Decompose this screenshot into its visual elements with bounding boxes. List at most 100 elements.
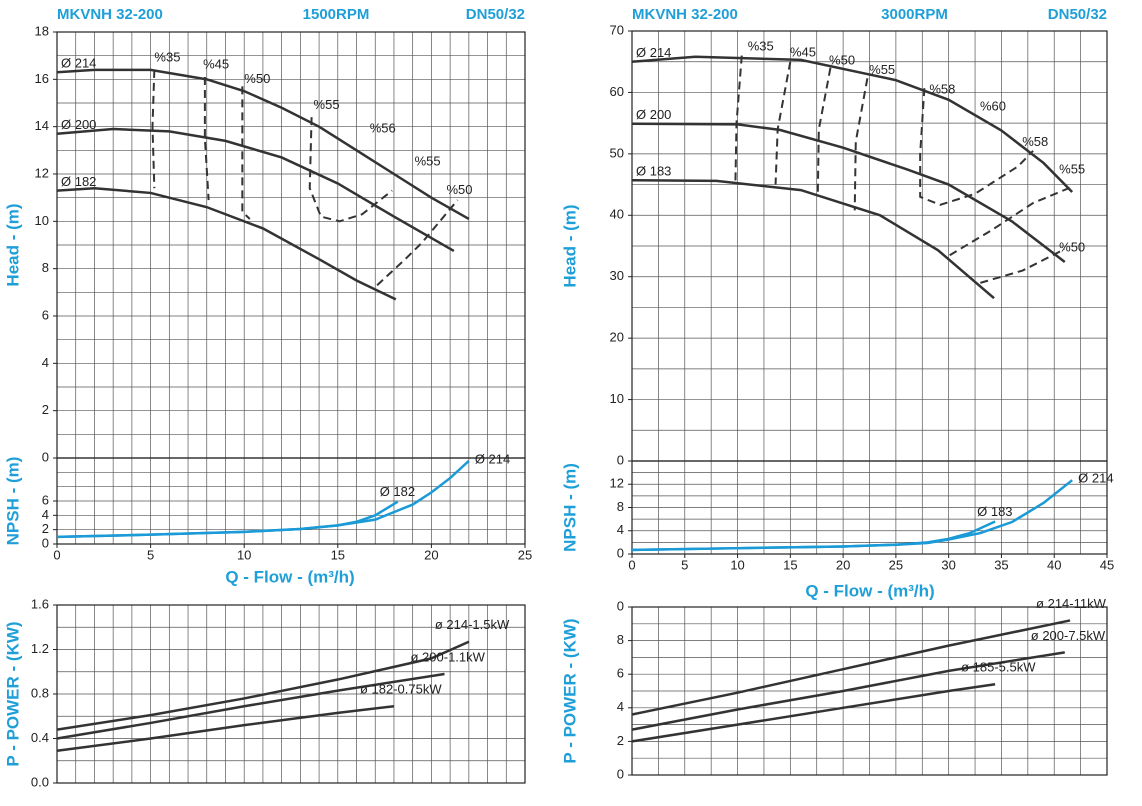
efficiency-label: %50 — [829, 53, 855, 68]
efficiency-curve — [734, 55, 743, 182]
efficiency-label: %60 — [980, 99, 1006, 114]
y-tick-label: 2 — [42, 402, 49, 417]
curve — [56, 704, 395, 752]
efficiency-curve — [376, 199, 459, 286]
x-tick-label: 0 — [628, 557, 635, 572]
x-tick-label: 25 — [518, 547, 532, 562]
y-tick-label: 0 — [617, 452, 624, 467]
curve-label: ø 214-1.5kW — [435, 617, 510, 632]
x-tick-label: 45 — [1100, 557, 1114, 572]
x-tick-label: 40 — [1047, 557, 1061, 572]
y-tick-label: 10 — [35, 213, 49, 228]
x-tick-label: 25 — [889, 557, 903, 572]
x-tick-label: 20 — [424, 547, 438, 562]
efficiency-label: %50 — [1059, 239, 1085, 254]
curve-label: Ø 183 — [636, 164, 671, 179]
y-tick-label: 12 — [610, 476, 624, 491]
curve-label: Ø 214 — [636, 45, 671, 60]
efficiency-label: %55 — [314, 97, 340, 112]
efficiency-curve — [919, 88, 1034, 206]
x-tick-label: 15 — [331, 547, 345, 562]
x-axis-title: Q - Flow - (m³/h) — [225, 567, 354, 586]
efficiency-curve — [980, 248, 1066, 284]
y-tick-label: 30 — [610, 268, 624, 283]
curve — [56, 68, 470, 221]
efficiency-label: %55 — [415, 154, 441, 169]
y-tick-label: 0 — [42, 449, 49, 464]
x-tick-label: 10 — [730, 557, 744, 572]
curve-label: ø 214-11kW — [1036, 596, 1107, 611]
y-tick-label: 4 — [42, 355, 49, 370]
y-tick-label: 4 — [42, 507, 49, 522]
efficiency-curve — [816, 67, 832, 196]
curve — [631, 122, 1066, 263]
x-tick-label: 5 — [147, 547, 154, 562]
x-tick-label: 30 — [941, 557, 955, 572]
y-axis-title: P - POWER - (KW) — [560, 618, 579, 763]
y-tick-label: 6 — [42, 307, 49, 322]
curve — [56, 127, 455, 253]
speed: 1500RPM — [303, 6, 370, 23]
y-tick-label: 6 — [42, 492, 49, 507]
chart-title: MKVNH 32-200 — [632, 6, 738, 23]
efficiency-label: %58 — [929, 81, 955, 96]
curve-label: ø 200-1.1kW — [411, 649, 486, 664]
efficiency-label: %45 — [790, 45, 816, 60]
chart-title: MKVNH 32-200 — [57, 6, 163, 23]
y-tick-label: 10 — [610, 391, 624, 406]
y-tick-label: 1.2 — [31, 641, 49, 656]
y-tick-label: 8 — [42, 260, 49, 275]
y-tick-label: 8 — [617, 499, 624, 514]
x-tick-label: 5 — [681, 557, 688, 572]
y-tick-label: 0 — [42, 535, 49, 550]
y-tick-label: 0 — [617, 766, 624, 781]
curve — [56, 640, 470, 731]
y-tick-label: 2 — [42, 521, 49, 536]
efficiency-label: %35 — [748, 38, 774, 53]
y-tick-label: 18 — [35, 23, 49, 38]
efficiency-curve — [308, 117, 393, 223]
curve — [56, 186, 397, 301]
y-tick-label: 60 — [610, 84, 624, 99]
efficiency-label: %55 — [869, 62, 895, 77]
y-tick-label: 0.0 — [31, 774, 49, 789]
x-tick-label: 15 — [783, 557, 797, 572]
y-tick-label: 4 — [617, 522, 624, 537]
efficiency-label: %58 — [1022, 134, 1048, 149]
y-tick-label: 40 — [610, 207, 624, 222]
y-tick-label: 6 — [617, 666, 624, 681]
curve — [631, 520, 996, 552]
curve — [56, 672, 445, 740]
size: DN50/32 — [466, 6, 525, 23]
curve-label: Ø 200 — [636, 107, 671, 122]
curve-label: Ø 214 — [1078, 471, 1113, 486]
efficiency-curve — [151, 69, 156, 189]
y-tick-label: 0.8 — [31, 685, 49, 700]
curve — [631, 683, 996, 743]
y-tick-label: 20 — [610, 330, 624, 345]
curve-label: Ø 214 — [475, 451, 510, 466]
y-tick-label: 70 — [610, 22, 624, 37]
curve — [631, 179, 995, 300]
y-tick-label: 0 — [617, 598, 624, 613]
curve — [631, 619, 1071, 716]
speed: 3000RPM — [881, 6, 948, 23]
efficiency-label: %50 — [244, 71, 270, 86]
curve-label: Ø 214 — [61, 56, 96, 71]
x-axis-title: Q - Flow - (m³/h) — [805, 581, 934, 600]
efficiency-curve — [203, 76, 210, 201]
y-axis-title: NPSH - (m) — [3, 457, 22, 546]
x-tick-label: 35 — [994, 557, 1008, 572]
efficiency-curve — [949, 186, 1071, 257]
x-tick-label: 20 — [836, 557, 850, 572]
size: DN50/32 — [1048, 6, 1107, 23]
curve-label: Ø 182 — [380, 484, 415, 499]
efficiency-label: %55 — [1059, 161, 1085, 176]
curve-label: Ø 200 — [61, 117, 96, 132]
y-tick-label: 2 — [617, 733, 624, 748]
y-tick-label: 12 — [35, 165, 49, 180]
x-tick-label: 0 — [53, 547, 60, 562]
y-axis-title: NPSH - (m) — [560, 463, 579, 552]
x-tick-label: 10 — [237, 547, 251, 562]
